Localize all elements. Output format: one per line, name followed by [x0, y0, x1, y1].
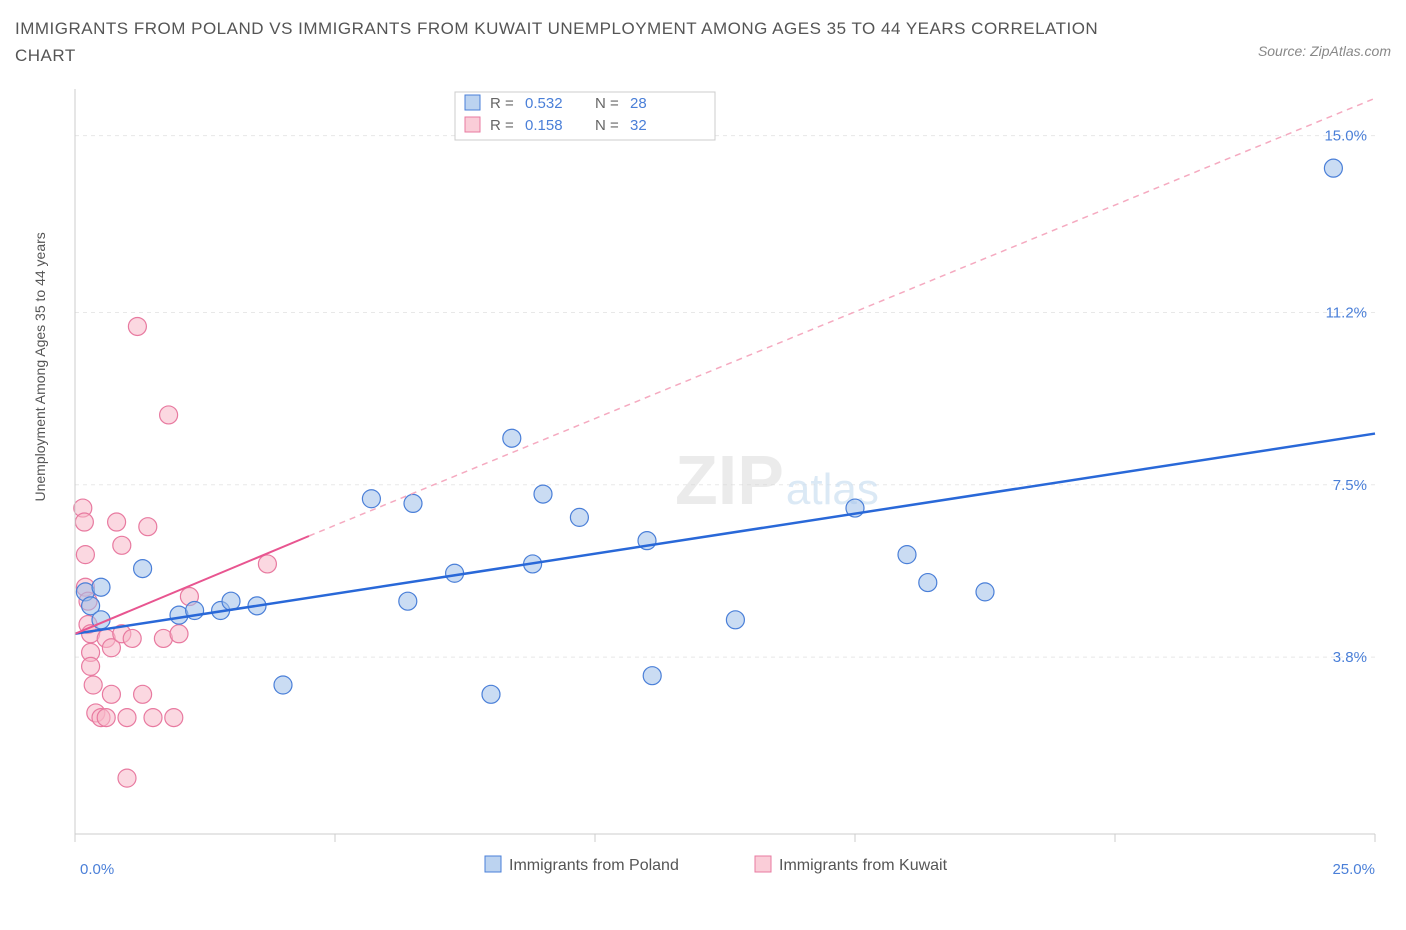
legend-swatch: [485, 856, 501, 872]
legend-n-value: 28: [630, 95, 647, 112]
y-axis-title: Unemployment Among Ages 35 to 44 years: [32, 233, 48, 502]
data-point-kuwait: [128, 318, 146, 336]
data-point-poland: [274, 676, 292, 694]
data-point-poland: [482, 686, 500, 704]
data-point-poland: [570, 509, 588, 527]
legend-r-label: R =: [490, 117, 514, 134]
data-point-poland: [919, 574, 937, 592]
y-tick-label: 15.0%: [1324, 128, 1367, 145]
data-point-kuwait: [82, 658, 100, 676]
data-point-poland: [976, 583, 994, 601]
data-point-poland: [726, 611, 744, 629]
data-point-poland: [399, 593, 417, 611]
data-point-poland: [362, 490, 380, 508]
data-point-kuwait: [139, 518, 157, 536]
data-point-kuwait: [160, 406, 178, 424]
data-point-kuwait: [258, 555, 276, 573]
data-point-kuwait: [134, 686, 152, 704]
data-point-kuwait: [144, 709, 162, 727]
data-point-kuwait: [123, 630, 141, 648]
data-point-kuwait: [113, 537, 131, 555]
data-point-kuwait: [118, 770, 136, 788]
legend-r-label: R =: [490, 95, 514, 112]
legend-n-label: N =: [595, 117, 619, 134]
data-point-kuwait: [170, 625, 188, 643]
legend-swatch: [755, 856, 771, 872]
legend-swatch: [465, 95, 480, 110]
data-point-kuwait: [84, 676, 102, 694]
data-point-poland: [503, 430, 521, 448]
y-tick-label: 7.5%: [1333, 477, 1367, 494]
legend-swatch: [465, 117, 480, 132]
data-point-kuwait: [97, 709, 115, 727]
legend-r-value: 0.532: [525, 95, 563, 112]
y-tick-label: 11.2%: [1326, 305, 1367, 322]
legend-n-value: 32: [630, 117, 647, 134]
legend-series-label: Immigrants from Poland: [509, 857, 679, 874]
data-point-poland: [643, 667, 661, 685]
x-tick-label: 25.0%: [1332, 861, 1375, 878]
x-tick-label: 0.0%: [80, 861, 114, 878]
scatter-chart: ZIPatlas0.0%25.0%3.8%7.5%11.2%15.0%Unemp…: [15, 74, 1391, 894]
legend-r-value: 0.158: [525, 117, 563, 134]
data-point-kuwait: [76, 546, 94, 564]
data-point-kuwait: [118, 709, 136, 727]
data-point-kuwait: [108, 513, 126, 531]
data-point-poland: [898, 546, 916, 564]
source-attribution: Source: ZipAtlas.com: [1258, 43, 1391, 59]
chart-title: IMMIGRANTS FROM POLAND VS IMMIGRANTS FRO…: [15, 15, 1115, 69]
data-point-poland: [1324, 160, 1342, 178]
data-point-poland: [134, 560, 152, 578]
legend-series-label: Immigrants from Kuwait: [779, 857, 948, 874]
y-tick-label: 3.8%: [1333, 649, 1367, 666]
data-point-poland: [534, 485, 552, 503]
data-point-kuwait: [165, 709, 183, 727]
data-point-poland: [92, 579, 110, 597]
legend-n-label: N =: [595, 95, 619, 112]
data-point-kuwait: [102, 686, 120, 704]
data-point-poland: [404, 495, 422, 513]
data-point-kuwait: [75, 513, 93, 531]
data-point-poland: [222, 593, 240, 611]
